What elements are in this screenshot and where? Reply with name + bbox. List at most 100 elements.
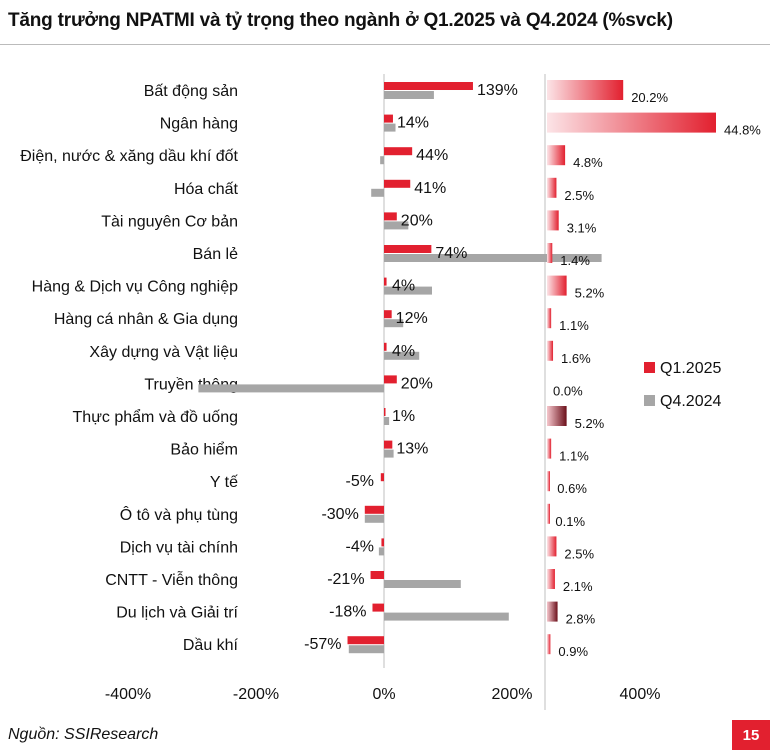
category-label-thuc-pham-va-do-uong: Thực phẩm và đồ uống [73,408,238,426]
category-label-hang-ca-nhan-gia-dung: Hàng cá nhân & Gia dụng [54,311,238,328]
weight-bar-cntt-vien-thong [547,569,555,589]
q1-2025-value-label-ban-le: 74% [435,245,467,262]
q1-2025-value-label-cntt-vien-thong: -21% [327,571,364,588]
weight-label-hang-ca-nhan-gia-dung: 1.1% [559,318,589,333]
q4-2024-bar-dien-nuoc-xang-dau-khi-dot [380,156,384,165]
q1-2025-bar-hang-dich-vu-cong-nghiep [384,277,387,286]
category-label-ban-le: Bán lẻ [193,246,238,263]
q1-2025-value-label-hang-dich-vu-cong-nghiep: 4% [392,278,415,295]
category-labels: Bất động sản Ngân hàng Điện, nước & xăng d… [20,83,238,654]
q1-2025-value-label-bao-hiem: 13% [396,441,428,458]
weight-bar-hang-ca-nhan-gia-dung [547,308,552,329]
weight-bar-hang-dich-vu-cong-nghiep [547,275,567,296]
weight-label-thuc-pham-va-do-uong: 5.2% [575,416,605,431]
q1-2025-bar-ban-le [384,245,432,253]
q1-2025-value-label-y-te: -5% [346,473,374,490]
q4-2024-bar-ngan-hang [384,123,396,132]
q1-2025-bar-cntt-vien-thong [370,571,384,579]
category-label-o-to-va-phu-tung: Ô tô và phụ tùng [120,505,238,524]
weight-label-dich-vu-tai-chinh: 2.5% [564,546,594,561]
category-label-du-lich-va-giai-tri: Du lịch và Giải trí [116,605,238,622]
q1-2025-bar-hang-ca-nhan-gia-dung [384,310,392,319]
x-tick-label-200-1: -200% [233,686,279,703]
weight-bars [547,80,716,655]
q1-2025-bar-xay-dung-va-vat-lieu [384,342,387,351]
q1-2025-bar-bao-hiem [384,440,393,449]
q1-2025-bar-bat-dong-san [384,82,473,90]
q1-2025-bar-thuc-pham-va-do-uong [384,408,386,416]
q1-2025-bar-dau-khi [347,636,384,645]
source-note: Nguồn: SSIResearch [8,726,159,743]
q1-2025-value-label-xay-dung-va-vat-lieu: 4% [392,343,415,360]
q1-2025-bar-dich-vu-tai-chinh [381,538,384,547]
legend-swatch-q4-2024 [644,395,655,406]
legend: Q1.2025 Q4.2024 [644,360,721,410]
q4-2024-bar-tai-nguyen-co-ban [384,221,409,230]
q1-2025-value-label-dien-nuoc-xang-dau-khi-dot: 44% [416,147,448,164]
q4-2024-bar-hang-dich-vu-cong-nghiep [384,286,432,295]
weight-bar-ban-le [547,243,553,263]
grid-layer [383,74,546,710]
weight-labels: 20.2% 44.8% 4.8% 2.5% 3.1% 1.4% 5.2% 1.1% 1.6% 0.… [553,90,761,659]
q1-2025-value-label-ngan-hang: 14% [397,115,429,132]
legend-swatch-q1-2025 [644,362,655,373]
q1-2025-bar-tai-nguyen-co-ban [384,212,397,221]
q1-2025-value-label-du-lich-va-giai-tri: -18% [329,604,366,621]
q1-2025-value-label-dau-khi: -57% [304,636,341,653]
q1-2025-value-label-thuc-pham-va-do-uong: 1% [392,408,415,425]
series-q4-2024-bars [198,91,602,654]
weight-bar-o-to-va-phu-tung [547,503,550,524]
q1-2025-value-label-tai-nguyen-co-ban: 20% [401,212,433,229]
weight-label-ban-le: 1.4% [560,253,590,268]
q4-2024-bar-du-lich-va-giai-tri [384,612,509,621]
q4-2024-bar-cntt-vien-thong [384,580,461,588]
q4-2024-bar-bao-hiem [384,449,394,458]
q1-2025-bar-o-to-va-phu-tung [364,505,384,514]
weight-bar-thuc-pham-va-do-uong [547,406,567,426]
weight-label-y-te: 0.6% [557,481,587,496]
q1-2025-bar-hoa-chat [384,179,411,188]
weight-bar-tai-nguyen-co-ban [547,210,559,231]
q1-2025-value-label-hang-ca-nhan-gia-dung: 12% [396,310,428,327]
q1-2025-value-label-hoa-chat: 41% [414,180,446,197]
weight-bar-bao-hiem [547,438,552,459]
q1-2025-value-labels: 139%14%44%41%20%74%4%12%4%20%1%13%-5%-30… [304,82,518,653]
q4-2024-bar-dau-khi [348,645,384,654]
x-axis-ticks: -400% -200% 0% 200% 400% [105,686,661,703]
weight-label-o-to-va-phu-tung: 0.1% [555,514,585,529]
category-label-dau-khi: Dầu khí [183,637,239,654]
q4-2024-bar-thuc-pham-va-do-uong [384,417,390,425]
weight-label-cntt-vien-thong: 2.1% [563,579,593,594]
category-label-dich-vu-tai-chinh: Dịch vụ tài chính [120,539,238,556]
weight-bar-dau-khi [547,634,551,655]
weight-label-truyen-thong: 0.0% [553,383,583,398]
q4-2024-bar-truyen-thong [198,384,384,393]
q1-2025-value-label-o-to-va-phu-tung: -30% [321,506,358,523]
weight-label-xay-dung-va-vat-lieu: 1.6% [561,351,591,366]
weight-bar-xay-dung-va-vat-lieu [547,340,554,361]
category-label-cntt-vien-thong: CNTT - Viễn thông [105,570,238,589]
category-label-tai-nguyen-co-ban: Tài nguyên Cơ bản [101,213,238,230]
page-number: 15 [732,720,770,750]
x-tick-label-400-0: -400% [105,686,151,703]
q1-2025-bar-dien-nuoc-xang-dau-khi-dot [384,147,413,156]
weight-label-bat-dong-san: 20.2% [631,90,668,105]
x-tick-label-400-4: 400% [620,686,661,703]
q1-2025-bar-y-te [380,473,384,482]
weight-bar-bat-dong-san [547,80,624,100]
category-label-dien-nuoc-xang-dau-khi-dot: Điện, nước & xăng dầu khí đốt [20,148,238,165]
legend-label-q1-2025: Q1.2025 [660,360,721,377]
weight-bar-y-te [547,471,550,492]
q1-2025-bar-truyen-thong [384,375,397,384]
weight-label-du-lich-va-giai-tri: 2.8% [566,612,596,627]
weight-bar-ngan-hang [547,112,716,133]
category-label-hang-dich-vu-cong-nghiep: Hàng & Dịch vụ Công nghiệp [32,279,238,296]
weight-label-hang-dich-vu-cong-nghiep: 5.2% [575,286,605,301]
category-label-bat-dong-san: Bất động sản [144,83,238,100]
weight-bar-dich-vu-tai-chinh [547,536,557,557]
category-label-hoa-chat: Hóa chất [174,181,239,198]
weight-label-hoa-chat: 2.5% [564,188,594,203]
q1-2025-bar-ngan-hang [384,114,393,123]
x-tick-label-0-2: 0% [372,686,395,703]
